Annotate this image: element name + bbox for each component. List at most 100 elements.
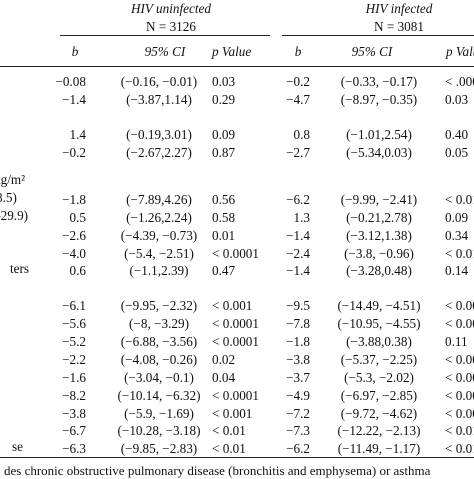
cell-ci1: (−4.08, −0.26) [120, 352, 198, 367]
cell-b1: 0.6 [69, 263, 86, 278]
col-b-1: b [71, 44, 79, 59]
cell-b2: −0.2 [286, 74, 310, 89]
cell-b2: −2.4 [286, 246, 310, 261]
cell-p1: 0.58 [212, 210, 236, 225]
cell-ci1: (−9.95, −2.32) [120, 298, 198, 313]
cell-p2: < .000 [445, 74, 474, 89]
cell-ci1: (−1.26,2.24) [126, 210, 192, 225]
cell-ci2: (−3.8, −0.96) [344, 246, 414, 261]
cell-ci1: (−1.1,2.39) [129, 263, 189, 278]
col-ci-1: 95% CI [144, 44, 186, 59]
cell-p1: < 0.0001 [212, 388, 259, 403]
cell-b2: −1.4 [286, 228, 310, 243]
cell-ci2: (−6.97, −2.85) [340, 388, 418, 403]
cell-ci1: (−0.16, −0.01) [120, 74, 198, 89]
col-p-1: p Value [212, 44, 252, 59]
rule-bottom [0, 457, 474, 458]
cell-ci2: (−3.28,0.48) [346, 263, 412, 278]
cell-b2: −7.2 [286, 406, 310, 421]
cell-b2: −2.7 [286, 145, 310, 160]
cell-ci2: (−14.49, −4.51) [337, 298, 421, 313]
cell-ci2: (−10.95, −4.55) [337, 316, 421, 331]
cell-b1: −4.0 [62, 246, 86, 261]
cell-p2: 0.11 [445, 334, 468, 349]
cell-p1: < 0.0001 [212, 334, 259, 349]
cell-p2: < 0.00 [445, 316, 474, 331]
cell-ci2: (−11.49, −1.17) [337, 441, 421, 456]
col-ci-2: 95% CI [351, 44, 393, 59]
cell-ci1: (−3.87,1.14) [126, 92, 192, 107]
cell-b2: −1.4 [286, 263, 310, 278]
cell-ci2: (−9.72, −4.62) [340, 406, 418, 421]
cell-p1: 0.87 [212, 145, 236, 160]
cell-b2: −4.7 [286, 92, 310, 107]
col-b-2: b [294, 44, 302, 59]
cell-ci2: (−9.99, −2.41) [340, 192, 418, 207]
cell-b1: −2.6 [62, 228, 86, 243]
bmi-high-label: –29.9) [0, 208, 29, 223]
cell-p1: 0.29 [212, 92, 236, 107]
cell-p2: 0.09 [445, 210, 469, 225]
cell-ci1: (−10.14, −6.32) [117, 388, 201, 403]
cell-b2: −7.8 [286, 316, 310, 331]
cell-b2: −6.2 [286, 441, 310, 456]
cell-p1: 0.02 [212, 352, 236, 367]
cell-p1: 0.09 [212, 127, 236, 142]
cell-ci1: (−9.85, −2.83) [120, 441, 198, 456]
rule-group1 [60, 35, 270, 36]
cell-p2: < 0.01 [445, 441, 474, 456]
col-p-2: p Value [446, 44, 474, 59]
cell-ci1: (−6.88, −3.56) [120, 334, 198, 349]
cell-b1: −8.2 [62, 388, 86, 403]
cell-ci2: (−3.88,0.38) [346, 334, 412, 349]
cell-p1: < 0.01 [212, 423, 246, 438]
cell-b1: −6.3 [62, 441, 86, 456]
cell-ci2: (−12.22, −2.13) [337, 423, 421, 438]
rule-group2 [282, 35, 474, 36]
cell-ci1: (−8, −3.29) [129, 316, 189, 331]
cell-p1: 0.56 [212, 192, 236, 207]
bmi-low-label: 8.5) [0, 190, 17, 205]
cell-ci2: (−5.3, −2.02) [344, 370, 414, 385]
cell-p2: 0.14 [445, 263, 469, 278]
group1-name: HIV uninfected [131, 1, 211, 16]
cell-p2: < 0.00 [445, 388, 474, 403]
cell-b2: −7.3 [286, 423, 310, 438]
group2-name: HIV infected [365, 1, 433, 16]
cell-b1: 1.4 [69, 127, 86, 142]
cell-ci2: (−1.01,2.54) [346, 127, 412, 142]
cell-ci1: (−5.9, −1.69) [124, 406, 194, 421]
cell-ci1: (−7.89,4.26) [126, 192, 192, 207]
cell-b1: −5.2 [62, 334, 86, 349]
cell-b2: −4.9 [286, 388, 310, 403]
cell-p2: 0.40 [445, 127, 469, 142]
bmi-unit-label: kg/m² [0, 172, 26, 187]
cell-b2: −3.8 [286, 352, 310, 367]
rule-header [0, 66, 474, 67]
cell-b1: −1.8 [62, 192, 86, 207]
cell-ci2: (−0.21,2.78) [346, 210, 412, 225]
cell-p1: < 0.001 [212, 298, 253, 313]
cell-p2: 0.05 [445, 145, 469, 160]
disease-label: se [12, 439, 23, 454]
cell-b2: −6.2 [286, 192, 310, 207]
cell-ci2: (−8.97, −0.35) [340, 92, 418, 107]
cell-b1: −1.4 [62, 92, 86, 107]
cell-b2: 0.8 [293, 127, 310, 142]
cell-ci2: (−5.34,0.03) [346, 145, 412, 160]
cell-ci1: (−5.4, −2.51) [124, 246, 194, 261]
cell-p1: < 0.001 [212, 406, 253, 421]
cell-b2: 1.3 [293, 210, 310, 225]
cell-b2: −9.5 [286, 298, 310, 313]
cell-p1: < 0.0001 [212, 246, 259, 261]
cell-p2: 0.03 [445, 92, 469, 107]
cell-p2: < 0.01 [445, 192, 474, 207]
cell-ci1: (−4.39, −0.73) [120, 228, 198, 243]
cell-b1: 0.5 [69, 210, 86, 225]
cell-p1: 0.04 [212, 370, 236, 385]
cell-ci2: (−5.37, −2.25) [340, 352, 418, 367]
cell-p2: 0.34 [445, 228, 469, 243]
cell-b2: −3.7 [286, 370, 310, 385]
cell-p1: 0.01 [212, 228, 236, 243]
cell-p2: < 0.01 [445, 423, 474, 438]
